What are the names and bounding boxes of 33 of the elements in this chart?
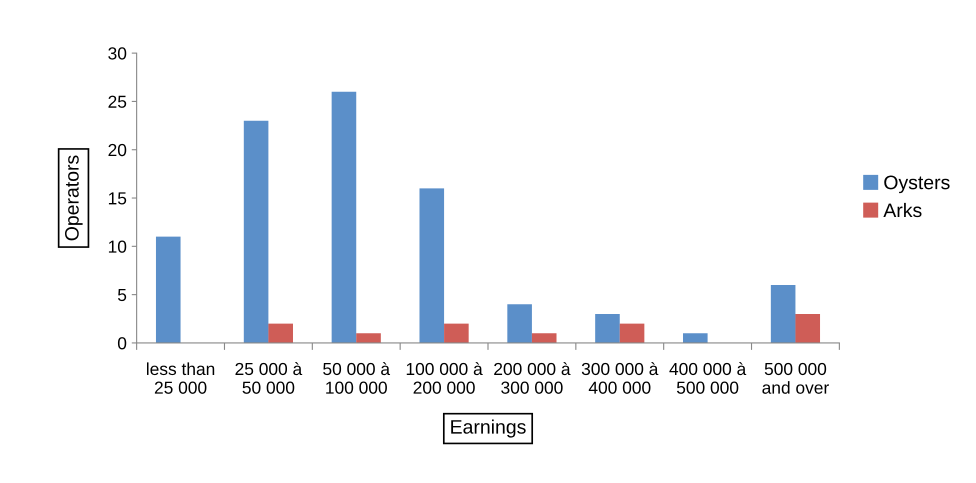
bar bbox=[507, 304, 532, 343]
bar bbox=[244, 120, 268, 343]
x-tick-label: 50 000 à 100 000 bbox=[323, 362, 390, 394]
legend-label: Oysters bbox=[884, 176, 950, 194]
x-tick-label: 25 000 à 50 000 bbox=[235, 362, 302, 394]
x-tick-label: 300 000 à 400 000 bbox=[582, 362, 658, 394]
x-axis-title: Earnings bbox=[451, 419, 526, 438]
bar bbox=[268, 324, 293, 343]
y-tick-label: 30 bbox=[108, 47, 126, 60]
y-tick-label: 25 bbox=[108, 96, 126, 108]
x-tick-label: 400 000 à 500 000 bbox=[669, 362, 746, 394]
bar bbox=[419, 188, 444, 343]
bar bbox=[620, 324, 644, 343]
bar bbox=[795, 314, 820, 343]
legend-label: Arks bbox=[883, 202, 922, 218]
bar bbox=[356, 333, 381, 343]
x-tick-label: 500 000 and over bbox=[762, 362, 829, 394]
x-tick-label: less than 25 000 bbox=[146, 362, 214, 394]
x-tick-label: 100 000 à 200 000 bbox=[406, 362, 483, 394]
bar bbox=[156, 236, 181, 343]
y-tick-label: 20 bbox=[108, 144, 126, 156]
x-tick-label: 200 000 à 300 000 bbox=[494, 362, 571, 394]
bar bbox=[332, 92, 356, 343]
y-tick-label: 15 bbox=[108, 192, 126, 204]
y-tick-label: 5 bbox=[118, 288, 126, 302]
y-tick-label: 10 bbox=[108, 240, 126, 253]
bar bbox=[683, 333, 708, 343]
bar bbox=[770, 284, 796, 343]
y-axis-title: Operators bbox=[64, 156, 83, 240]
bar bbox=[532, 333, 557, 343]
bar bbox=[595, 314, 620, 343]
bar bbox=[444, 324, 469, 343]
y-tick-label: 0 bbox=[118, 337, 126, 350]
